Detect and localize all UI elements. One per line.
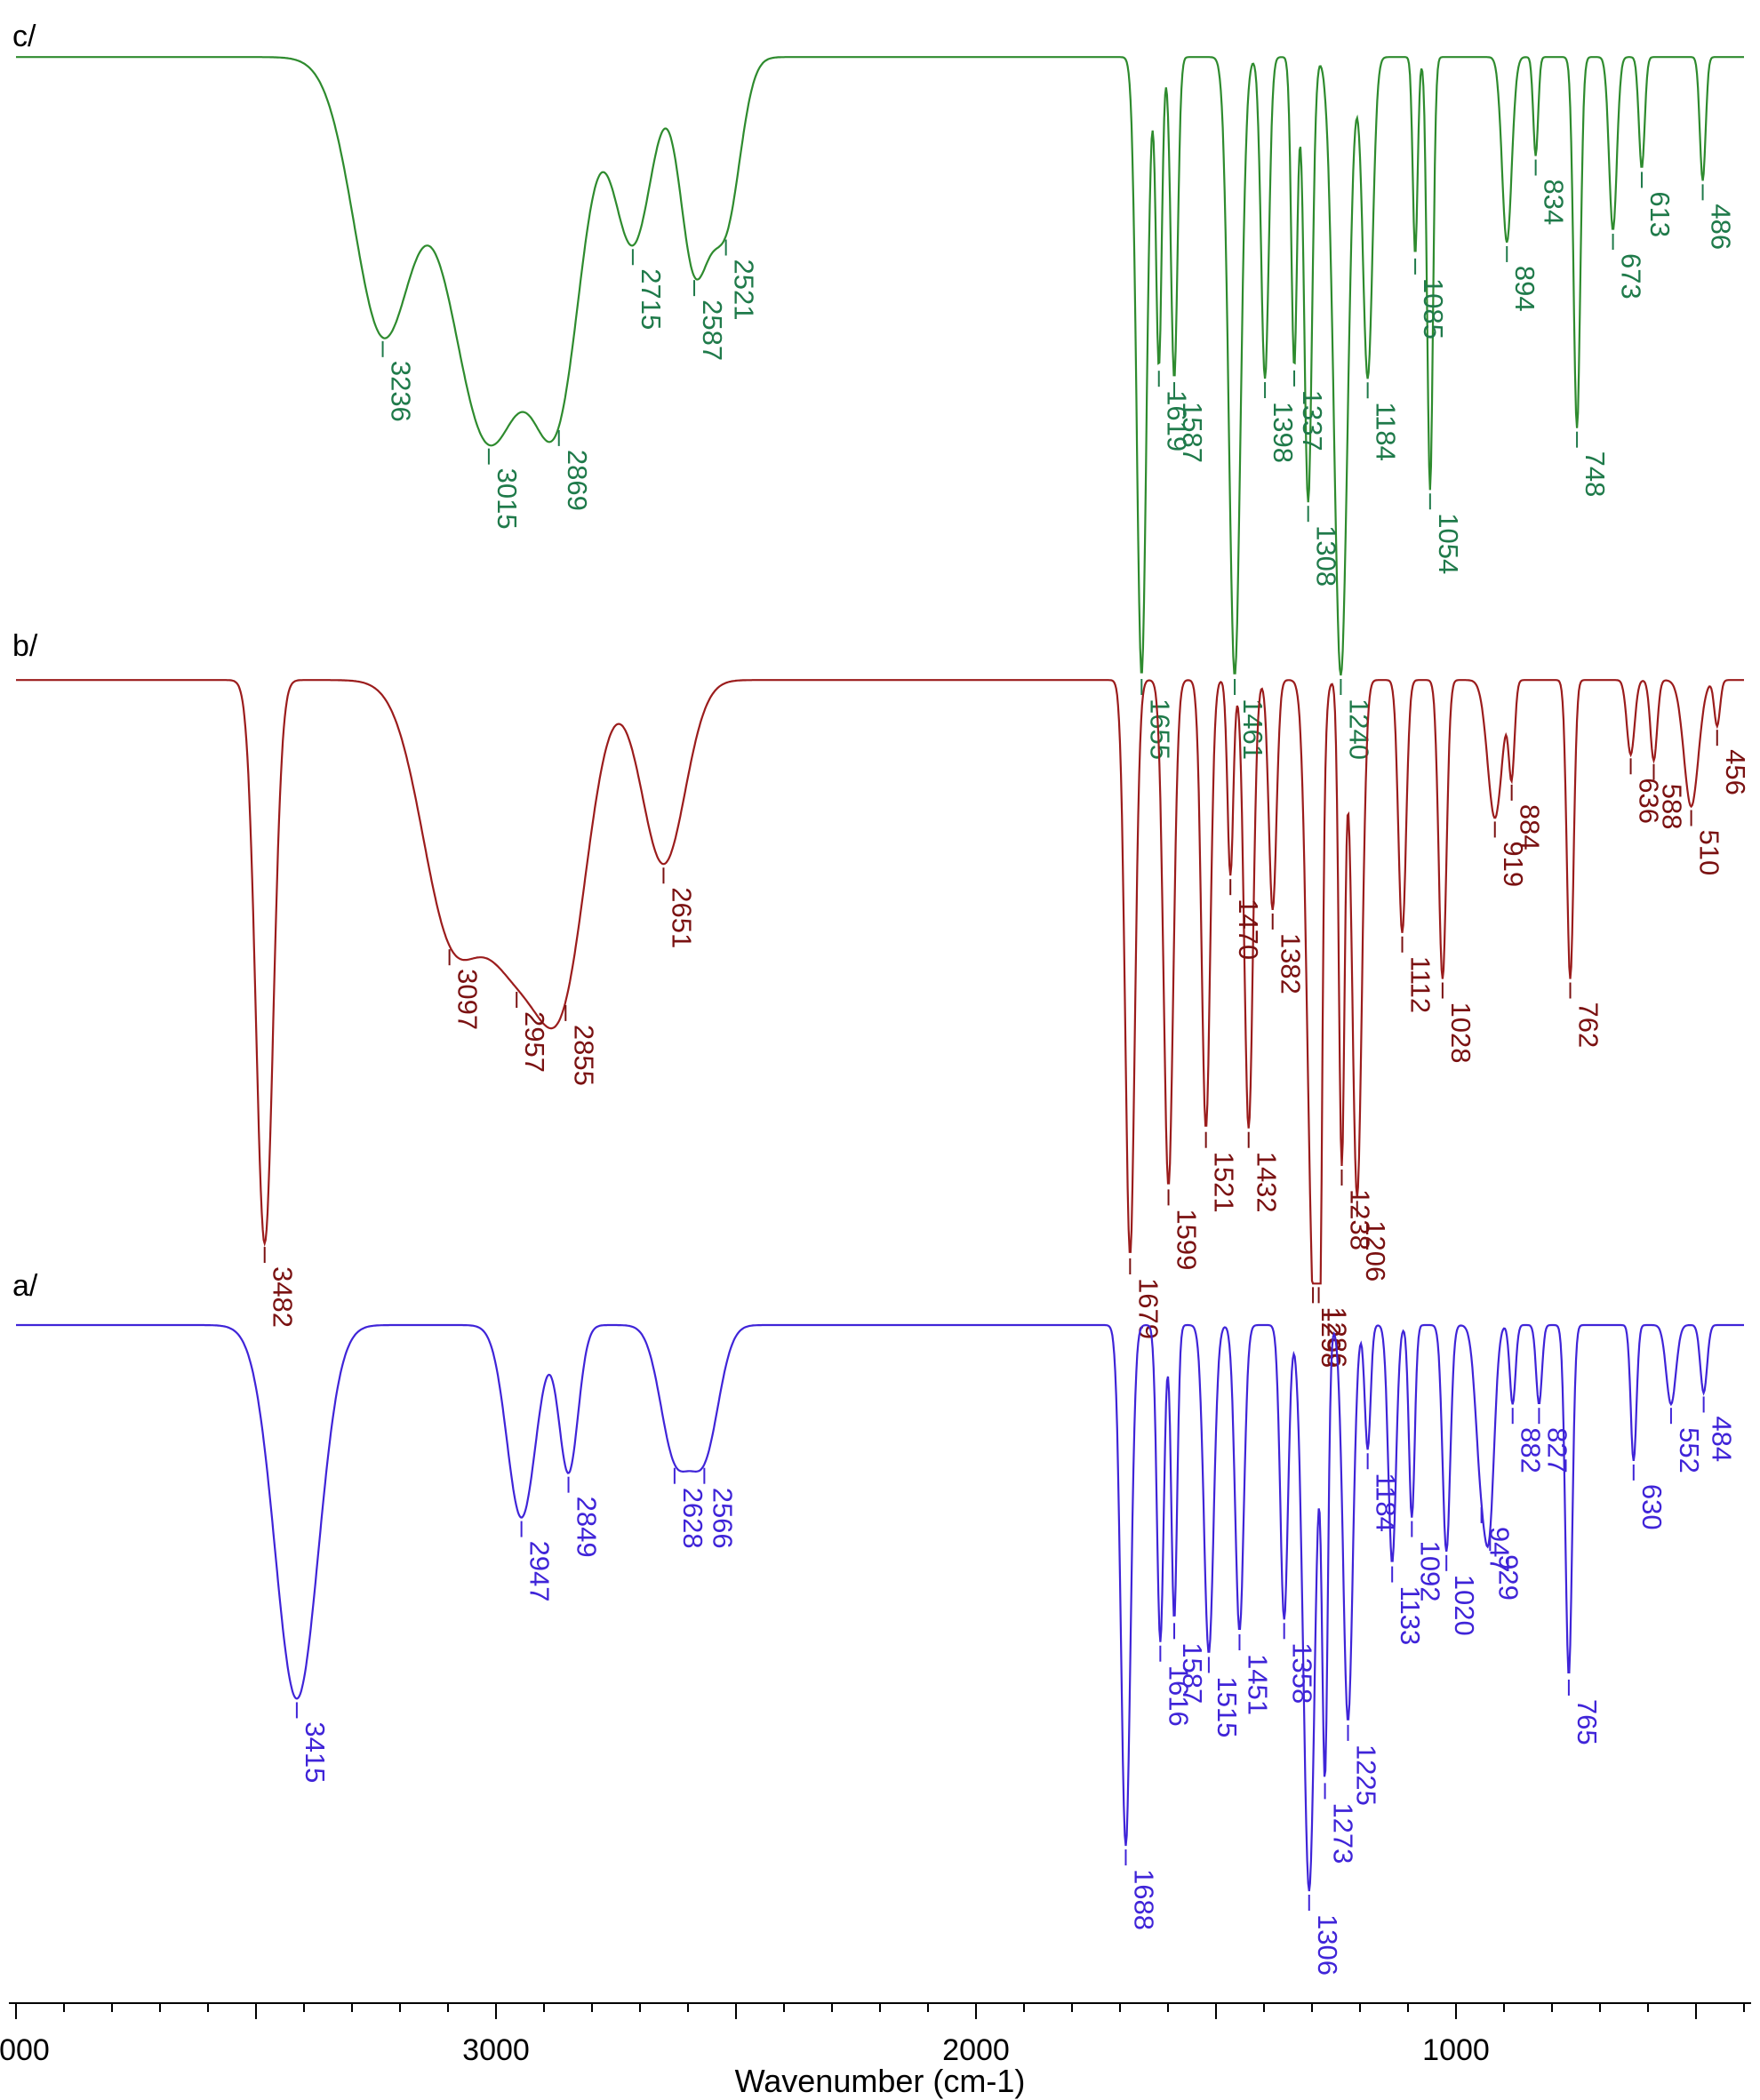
- peak-label: 1461: [1237, 699, 1268, 760]
- peak-label: 1092: [1414, 1541, 1445, 1602]
- x-tick-label: 2000: [942, 2033, 1010, 2067]
- peak-label: 1470: [1233, 898, 1264, 960]
- peak-label: 1587: [1177, 1642, 1208, 1704]
- panel-label: a/: [12, 1269, 38, 1303]
- peak-label: 1358: [1287, 1642, 1318, 1704]
- peak-label: 1054: [1433, 513, 1464, 574]
- peak-label: 1085: [1418, 278, 1449, 339]
- peak-label: 3415: [300, 1721, 331, 1783]
- peak-label: 1308: [1311, 525, 1342, 587]
- peak-label: 588: [1656, 784, 1687, 830]
- peak-label: 1521: [1209, 1152, 1240, 1213]
- peak-label: 827: [1541, 1427, 1572, 1473]
- peak-label: 1587: [1177, 402, 1208, 463]
- peak-label: 1184: [1371, 1473, 1402, 1532]
- peak-label: 1306: [1312, 1914, 1343, 1976]
- peak-label: 3482: [268, 1266, 299, 1328]
- peak-label: 2628: [677, 1488, 708, 1549]
- peak-label: 1020: [1449, 1575, 1480, 1636]
- peak-label: 2849: [572, 1497, 603, 1558]
- peak-label: 1515: [1212, 1676, 1243, 1737]
- peak-label: 613: [1644, 191, 1676, 237]
- peak-label: 3015: [492, 468, 523, 530]
- peak-label: 484: [1707, 1416, 1738, 1462]
- peak-label: 2521: [729, 260, 760, 321]
- peak-label: 748: [1580, 451, 1611, 498]
- peak-label: 2947: [524, 1541, 556, 1602]
- peak-label: 486: [1706, 204, 1737, 250]
- peak-label: 1184: [1371, 402, 1402, 461]
- peak-label: 456: [1720, 749, 1751, 795]
- peak-label: 1432: [1252, 1152, 1283, 1213]
- peak-label: 2566: [707, 1488, 738, 1549]
- peak-label: 834: [1539, 180, 1570, 226]
- x-tick-label: 1000: [1422, 2033, 1490, 2067]
- peak-label: 2957: [519, 1011, 550, 1073]
- peak-label: 882: [1516, 1427, 1547, 1473]
- peak-label: 1273: [1328, 1802, 1359, 1864]
- peak-label: 2651: [666, 887, 697, 948]
- peak-label: 929: [1492, 1554, 1524, 1601]
- peak-label: 762: [1573, 1002, 1604, 1049]
- peak-label: 510: [1694, 829, 1725, 875]
- peak-label: 1238: [1344, 1189, 1375, 1250]
- peak-label: 919: [1498, 841, 1529, 887]
- spectrum-line: [16, 56, 1744, 676]
- peak-label: 1240: [1343, 699, 1374, 760]
- peak-label: 1133: [1395, 1586, 1426, 1646]
- panel-label: c/: [12, 20, 36, 53]
- peak-label: 1398: [1268, 402, 1299, 463]
- x-axis-title: Wavenumber (cm-1): [735, 2063, 1026, 2099]
- peak-label: 1688: [1128, 1869, 1159, 1930]
- peak-label: 1679: [1132, 1278, 1164, 1339]
- peak-label: 673: [1616, 253, 1647, 299]
- peak-label: 2869: [562, 450, 593, 511]
- peak-label: 894: [1509, 266, 1540, 312]
- peak-label: 1337: [1297, 390, 1328, 451]
- peak-label: 630: [1636, 1484, 1668, 1530]
- peak-label: 1619: [1162, 390, 1193, 451]
- spectrum-line: [16, 1323, 1744, 1892]
- peak-label: 1616: [1163, 1665, 1194, 1727]
- x-tick-label: 3000: [462, 2033, 530, 2067]
- peak-label: 3097: [452, 969, 484, 1030]
- peak-label: 765: [1572, 1699, 1603, 1745]
- peak-label: 2855: [568, 1025, 599, 1086]
- peak-label: 3236: [386, 361, 417, 422]
- panel-label: b/: [12, 629, 38, 663]
- peak-label: 2715: [636, 268, 667, 330]
- peak-label: 636: [1634, 778, 1665, 824]
- peak-label: 884: [1515, 804, 1546, 850]
- peak-label: 2587: [697, 299, 728, 361]
- peak-label: 1028: [1445, 1002, 1476, 1064]
- peak-label: 1382: [1276, 933, 1307, 994]
- peak-label: 552: [1674, 1427, 1705, 1473]
- peak-label: 1112: [1405, 956, 1436, 1013]
- peak-label: 1206: [1360, 1220, 1391, 1282]
- peak-label: 1225: [1351, 1745, 1382, 1806]
- peak-label: 1599: [1172, 1209, 1203, 1270]
- peak-label: 1451: [1242, 1654, 1273, 1715]
- spectrum-line: [16, 679, 1744, 1285]
